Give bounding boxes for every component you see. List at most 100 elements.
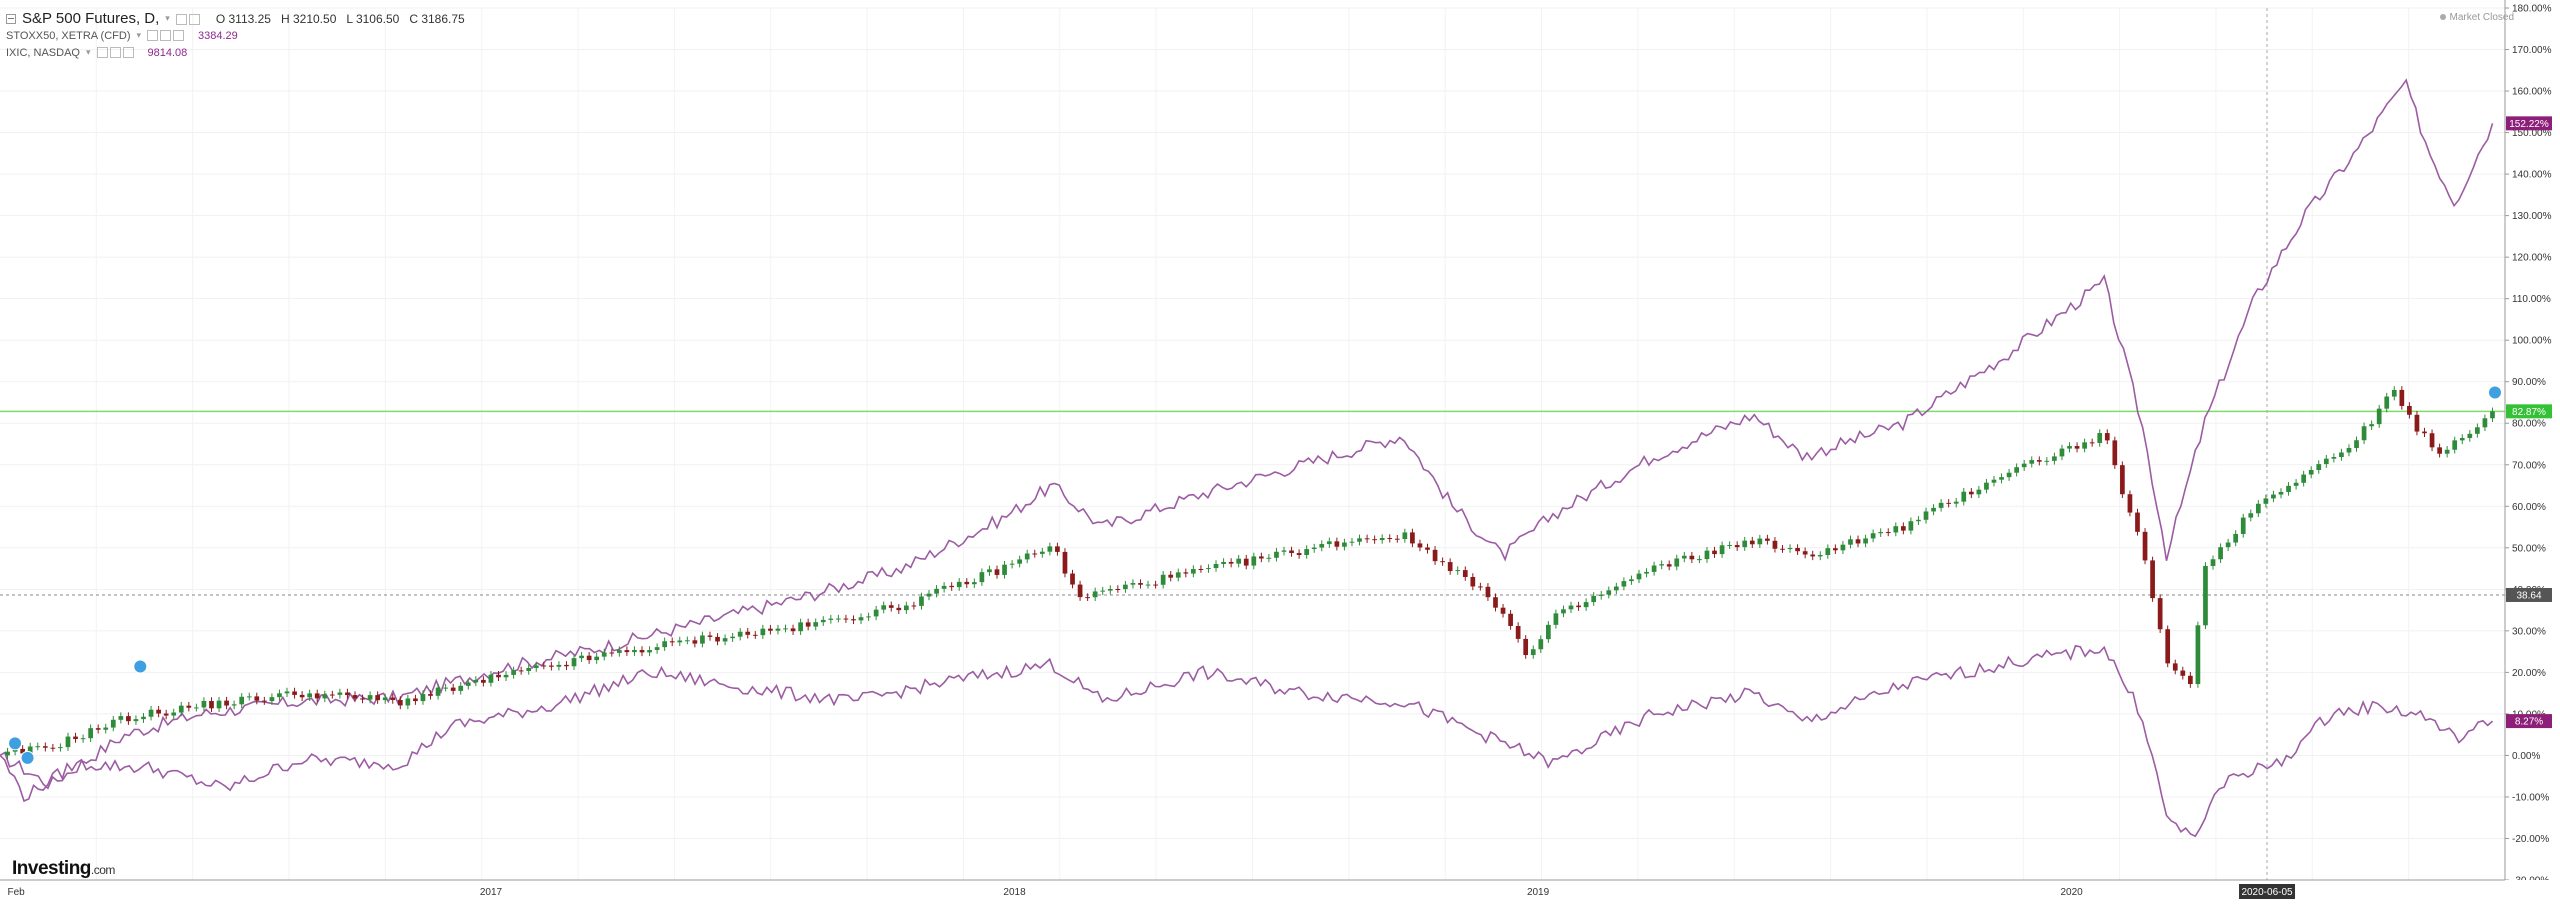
candle-body xyxy=(58,747,63,749)
candle xyxy=(1342,538,1347,551)
candle xyxy=(1039,547,1045,558)
candle xyxy=(209,697,214,713)
candle-body xyxy=(1017,559,1023,564)
candle xyxy=(2150,556,2155,602)
x-axis: Feb 2017 2018 2019 2020 2020-06-05 xyxy=(0,879,2560,904)
candle-body xyxy=(314,693,320,699)
candle-body xyxy=(919,596,924,606)
eye-icon[interactable] xyxy=(96,47,108,59)
close-icon[interactable] xyxy=(173,30,185,42)
overlay-name[interactable]: STOXX50, XETRA (CFD) xyxy=(6,29,131,42)
candle-body xyxy=(2248,513,2254,518)
settings-icon[interactable] xyxy=(188,14,200,26)
candle xyxy=(1591,592,1597,606)
candle xyxy=(503,671,509,682)
candle xyxy=(2029,456,2035,468)
candle-body xyxy=(2437,447,2442,454)
candle xyxy=(1689,552,1695,564)
candle-body xyxy=(262,700,267,702)
candle xyxy=(1674,554,1680,571)
candle xyxy=(224,696,229,710)
candle-body xyxy=(488,674,494,683)
candle xyxy=(1032,549,1038,558)
candle-body xyxy=(1916,519,1921,522)
candle xyxy=(322,690,328,703)
candle xyxy=(2271,490,2276,503)
candle-body xyxy=(375,695,381,701)
reference-lines xyxy=(0,8,2505,880)
legend-main[interactable]: S&P 500 Futures, D, ▾ O 3113.25 H 3210.50… xyxy=(6,10,475,27)
main-symbol[interactable]: S&P 500 Futures, D, xyxy=(22,10,160,27)
collapse-icon[interactable] xyxy=(6,13,16,24)
candle-body xyxy=(2120,465,2125,495)
candle xyxy=(171,708,177,720)
candle xyxy=(752,631,758,639)
candle-body xyxy=(2422,431,2427,434)
legend-controls[interactable] xyxy=(175,11,202,26)
candle xyxy=(2490,407,2495,423)
candle-body xyxy=(201,701,207,708)
candle xyxy=(836,614,841,623)
candle-body xyxy=(292,691,297,695)
candle xyxy=(2036,456,2042,466)
candle xyxy=(1055,542,1060,556)
legend-overlay-ixic[interactable]: IXIC, NASDAQ ▾ 9814.08 xyxy=(6,44,475,61)
candle xyxy=(1206,564,1211,573)
candle-body xyxy=(1765,538,1770,541)
chevron-down-icon[interactable]: ▾ xyxy=(165,13,170,23)
candle xyxy=(2369,420,2374,431)
candle-body xyxy=(1221,561,1226,564)
settings-icon[interactable] xyxy=(109,47,121,59)
candle-body xyxy=(2157,598,2163,630)
candle-body xyxy=(1077,584,1083,598)
candle-body xyxy=(1447,562,1453,572)
investing-logo: Investing.com xyxy=(12,858,115,880)
candle xyxy=(790,624,796,635)
candle xyxy=(926,589,932,601)
overlay-controls[interactable] xyxy=(147,30,186,42)
candle xyxy=(881,601,887,614)
candle-body xyxy=(1070,573,1075,585)
eye-icon[interactable] xyxy=(147,30,159,42)
pin-icon-a xyxy=(8,736,23,751)
chevron-down-icon[interactable]: ▾ xyxy=(136,30,142,40)
series-line xyxy=(0,78,2494,790)
candle-body xyxy=(1304,549,1310,555)
legend-overlay-stoxx[interactable]: STOXX50, XETRA (CFD) ▾ 3384.29 xyxy=(6,27,475,44)
overlay-controls[interactable] xyxy=(96,47,136,59)
candle-body xyxy=(1772,540,1778,549)
candle xyxy=(1002,560,1007,579)
price-badge-label: 82.87% xyxy=(2512,407,2546,418)
candle xyxy=(1326,537,1332,548)
candle xyxy=(518,666,524,675)
candle-body xyxy=(2286,485,2291,492)
candle-body xyxy=(888,605,894,608)
candle-body xyxy=(1546,624,1551,640)
candle xyxy=(1621,577,1627,591)
candle xyxy=(1047,542,1053,556)
overlay-name[interactable]: IXIC, NASDAQ xyxy=(6,46,80,59)
candle xyxy=(1840,540,1846,555)
candle xyxy=(1999,473,2004,484)
eye-icon[interactable] xyxy=(175,14,187,26)
close-icon[interactable] xyxy=(122,47,134,59)
candle-body xyxy=(2407,405,2412,415)
candle-body xyxy=(971,582,977,585)
settings-icon[interactable] xyxy=(160,30,172,42)
candle-body xyxy=(798,622,803,632)
candle xyxy=(1296,549,1302,559)
candle xyxy=(1984,478,1989,494)
candle-body xyxy=(1062,551,1068,574)
chevron-down-icon[interactable]: ▾ xyxy=(85,47,91,57)
candle-body xyxy=(73,736,78,740)
candle xyxy=(1447,558,1453,575)
candle-body xyxy=(1191,569,1196,574)
candle-body xyxy=(1961,491,1967,502)
candle-body xyxy=(299,694,305,698)
y-axis: 180.00% 170.00% 160.00% 150.00% 140.00% 130.0… xyxy=(2504,0,2560,904)
candle-body xyxy=(2203,565,2208,626)
candle xyxy=(2142,528,2148,565)
candle-body xyxy=(518,670,524,672)
candle-body xyxy=(926,593,932,597)
